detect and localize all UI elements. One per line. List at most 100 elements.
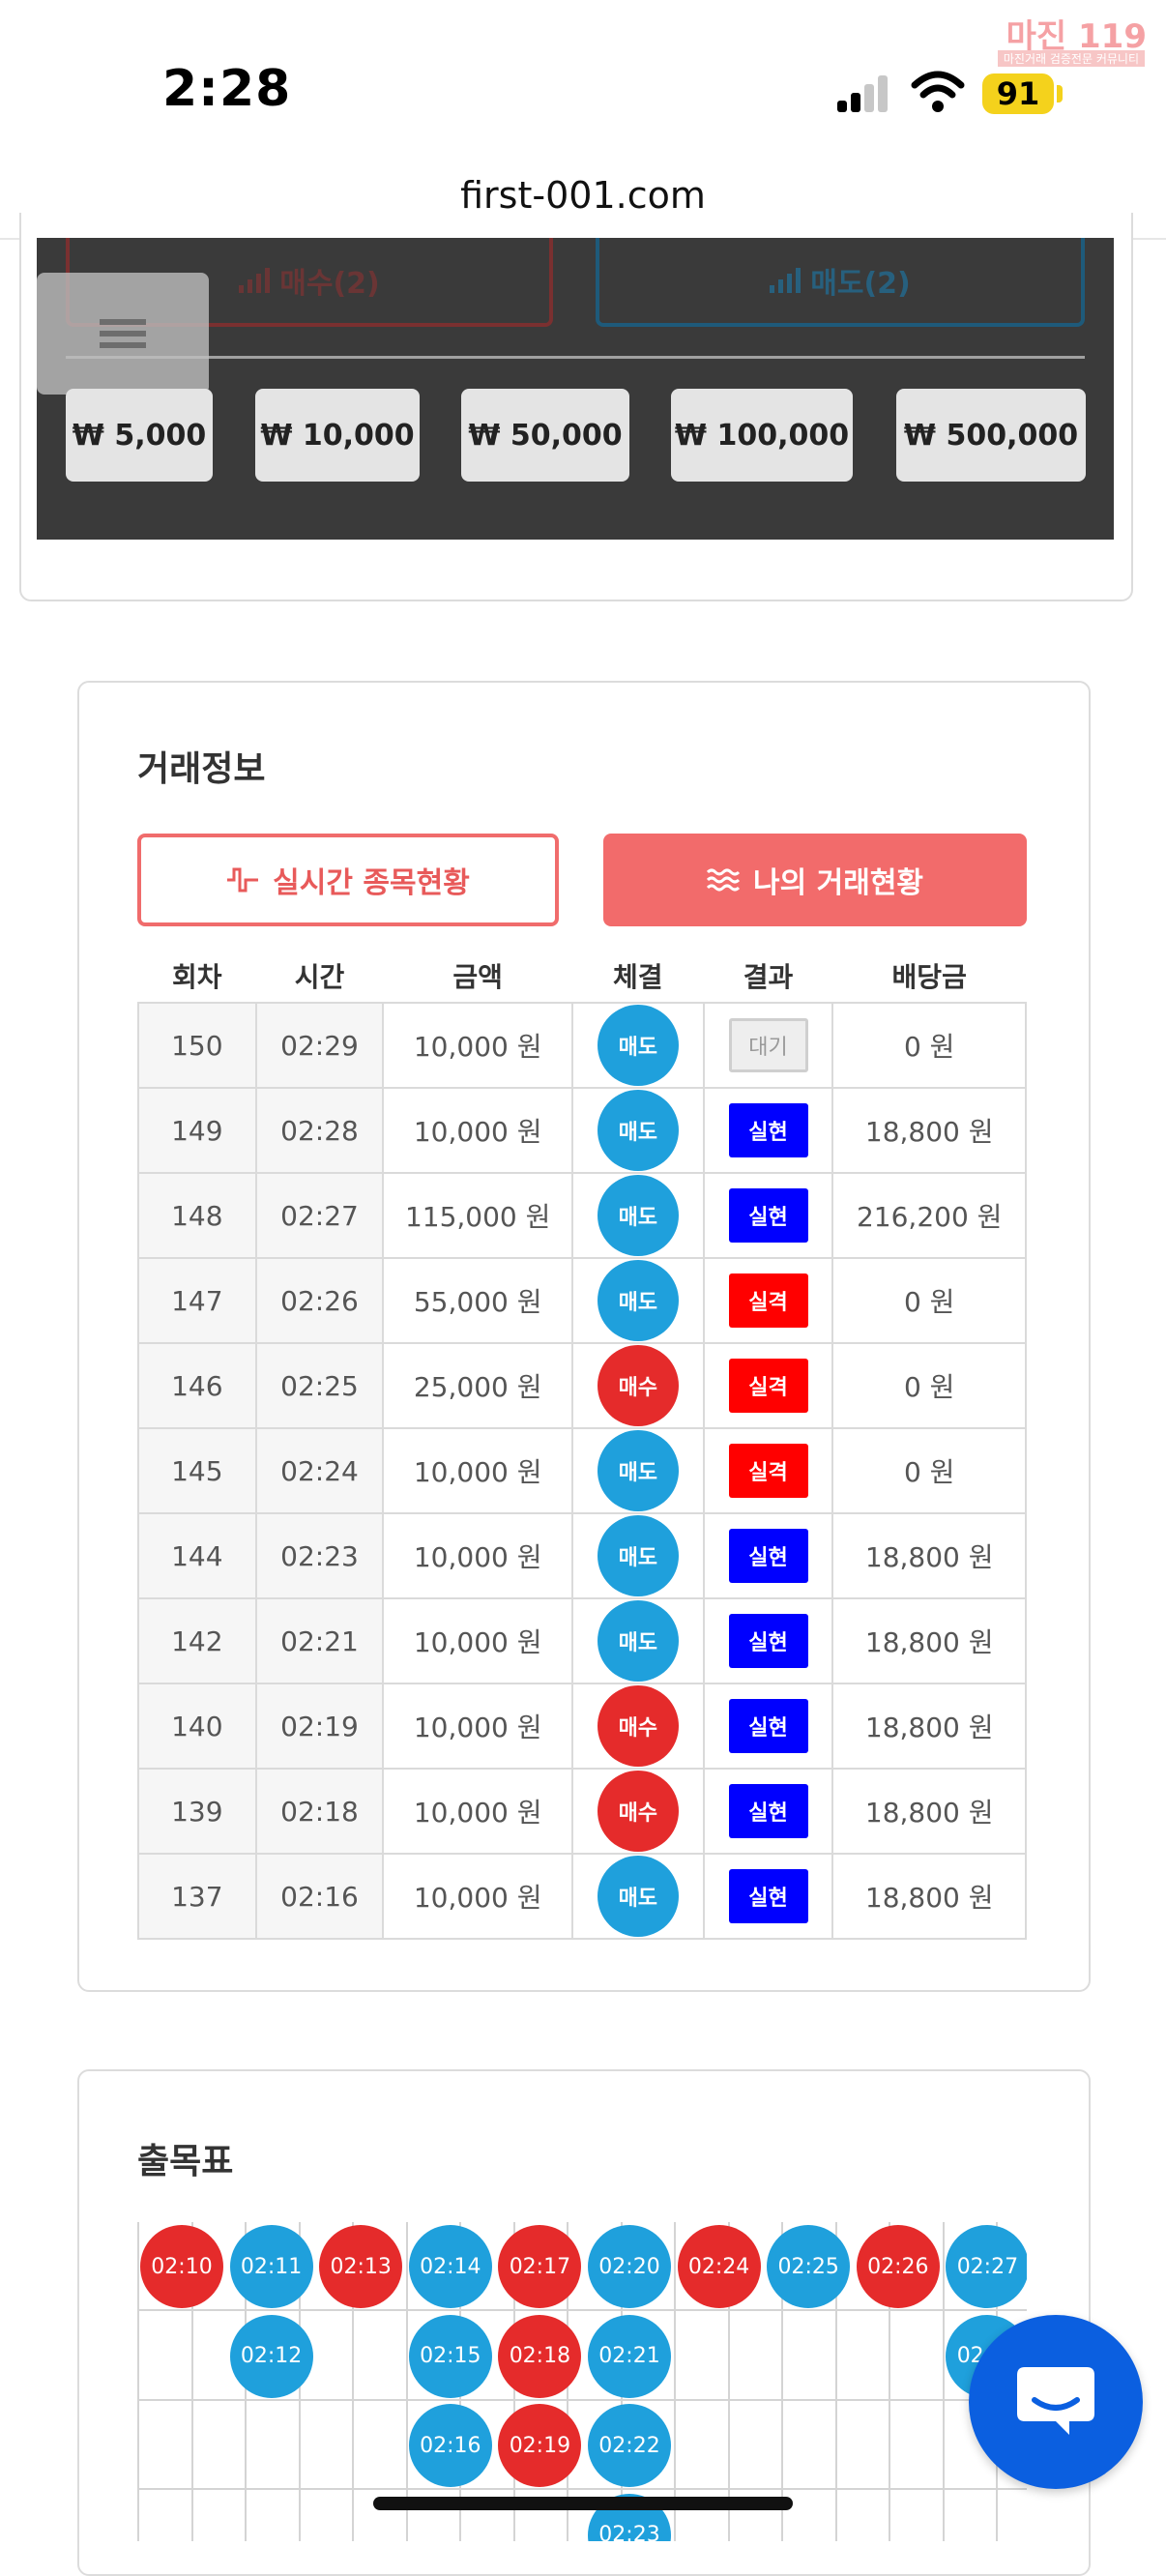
status-bar: 2:28 91 마진 119 마진거래 검증전문 커뮤니티	[0, 0, 1166, 145]
sell-button-label: 매도(2)	[810, 267, 911, 301]
execution-badge: 매수	[597, 1345, 679, 1426]
chat-button[interactable]	[969, 2315, 1143, 2489]
cell-payout: 18,800 원	[831, 1597, 1027, 1684]
result-bead: 02:24	[677, 2225, 761, 2308]
cell-round: 142	[137, 1597, 257, 1684]
execution-badge: 매도	[597, 1600, 679, 1682]
table-row: 150 02:29 10,000 원 매도 대기 0 원	[137, 1002, 1027, 1089]
table-row: 147 02:26 55,000 원 매도 실격 0 원	[137, 1257, 1027, 1344]
execution-badge: 매도	[597, 1090, 679, 1171]
result-bead: 02:19	[498, 2404, 582, 2487]
result-bead: 02:10	[140, 2225, 223, 2308]
result-chart-title: 출목표	[137, 2142, 234, 2181]
cell-round: 149	[137, 1087, 257, 1174]
table-row: 146 02:25 25,000 원 매수 실격 0 원	[137, 1342, 1027, 1429]
cell-payout: 0 원	[831, 1002, 1027, 1089]
result-badge: 실현	[728, 1188, 808, 1243]
amount-button-10000[interactable]: ₩ 10,000	[255, 389, 420, 482]
result-badge: 실격	[728, 1359, 808, 1413]
cell-time: 02:23	[254, 1512, 385, 1599]
table-row: 149 02:28 10,000 원 매도 실현 18,800 원	[137, 1087, 1027, 1174]
cell-time: 02:24	[254, 1427, 385, 1514]
cell-amount: 10,000 원	[382, 1002, 573, 1089]
cell-time: 02:16	[254, 1853, 385, 1940]
cell-result: 실현	[702, 1512, 834, 1599]
result-badge: 실현	[728, 1784, 808, 1838]
header-execution: 체결	[613, 961, 663, 993]
cell-time: 02:25	[254, 1342, 385, 1429]
cell-payout: 0 원	[831, 1342, 1027, 1429]
cell-amount: 55,000 원	[382, 1257, 573, 1344]
execution-badge: 매수	[597, 1685, 679, 1767]
cell-result: 실격	[702, 1427, 834, 1514]
sell-button[interactable]: 매도(2)	[596, 238, 1085, 327]
grid-line	[352, 2222, 354, 2541]
header-payout: 배당금	[891, 961, 967, 993]
cell-time: 02:19	[254, 1683, 385, 1770]
cell-result: 실격	[702, 1257, 834, 1344]
header-amount: 금액	[452, 961, 503, 993]
execution-badge: 매도	[597, 1260, 679, 1341]
result-badge: 실현	[728, 1529, 808, 1583]
grid-line	[674, 2222, 676, 2541]
result-badge: 실현	[728, 1869, 808, 1923]
cellular-signal-icon	[837, 73, 891, 112]
cell-round: 147	[137, 1257, 257, 1344]
amount-button-100000[interactable]: ₩ 100,000	[671, 389, 853, 482]
table-row: 144 02:23 10,000 원 매도 실현 18,800 원	[137, 1512, 1027, 1599]
divider	[66, 356, 1085, 359]
cell-execution: 매도	[570, 1087, 705, 1174]
amount-button-5000[interactable]: ₩ 5,000	[66, 389, 213, 482]
cell-payout: 0 원	[831, 1257, 1027, 1344]
result-bead: 02:11	[229, 2225, 313, 2308]
cell-result: 실현	[702, 1853, 834, 1940]
cell-result: 실현	[702, 1683, 834, 1770]
buy-button[interactable]: 매수(2)	[66, 238, 553, 327]
table-row: 137 02:16 10,000 원 매도 실현 18,800 원	[137, 1853, 1027, 1940]
url-text[interactable]: first-001.com	[460, 174, 706, 217]
cell-execution: 매도	[570, 1597, 705, 1684]
cell-time: 02:29	[254, 1002, 385, 1089]
table-row: 145 02:24 10,000 원 매도 실격 0 원	[137, 1427, 1027, 1514]
hamburger-menu-button[interactable]	[37, 273, 209, 395]
cell-execution: 매도	[570, 1002, 705, 1089]
cell-amount: 10,000 원	[382, 1597, 573, 1684]
chat-bubble-icon	[1017, 2367, 1094, 2435]
cell-execution: 매도	[570, 1512, 705, 1599]
battery-tip	[1057, 85, 1063, 102]
grid-line	[190, 2222, 193, 2541]
execution-badge: 매도	[597, 1005, 679, 1086]
result-badge: 실현	[728, 1614, 808, 1668]
my-trade-status-label: 나의 거래현황	[752, 866, 924, 900]
cell-payout: 18,800 원	[831, 1768, 1027, 1855]
amount-button-50000[interactable]: ₩ 50,000	[461, 389, 629, 482]
cell-round: 137	[137, 1853, 257, 1940]
result-bead: 02:17	[498, 2225, 582, 2308]
cell-payout: 18,800 원	[831, 1683, 1027, 1770]
my-trade-status-button[interactable]: 나의 거래현황	[603, 834, 1027, 926]
result-badge: 실격	[728, 1444, 808, 1498]
execution-badge: 매도	[597, 1175, 679, 1256]
cell-time: 02:27	[254, 1172, 385, 1259]
result-badge: 실현	[728, 1103, 808, 1157]
realtime-status-button[interactable]: 실시간 종목현황	[137, 834, 559, 926]
watermark-text: 마진 119	[1006, 17, 1147, 56]
grid-line	[781, 2222, 783, 2541]
watermark-subtext: 마진거래 검증전문 커뮤니티	[997, 50, 1145, 67]
cell-payout: 18,800 원	[831, 1853, 1027, 1940]
cell-round: 145	[137, 1427, 257, 1514]
result-badge: 대기	[728, 1018, 808, 1072]
execution-badge: 매도	[597, 1515, 679, 1596]
result-bead: 02:16	[408, 2404, 492, 2487]
cell-time: 02:28	[254, 1087, 385, 1174]
grid-line	[942, 2222, 945, 2541]
result-bead: 02:22	[588, 2404, 671, 2487]
result-bead: 02:14	[408, 2225, 492, 2308]
cell-result: 실현	[702, 1172, 834, 1259]
signal-bars-icon	[770, 268, 802, 293]
amount-button-500000[interactable]: ₩ 500,000	[896, 389, 1086, 482]
grid-line	[834, 2222, 837, 2541]
table-row: 139 02:18 10,000 원 매수 실현 18,800 원	[137, 1768, 1027, 1855]
cell-execution: 매수	[570, 1683, 705, 1770]
cell-round: 140	[137, 1683, 257, 1770]
